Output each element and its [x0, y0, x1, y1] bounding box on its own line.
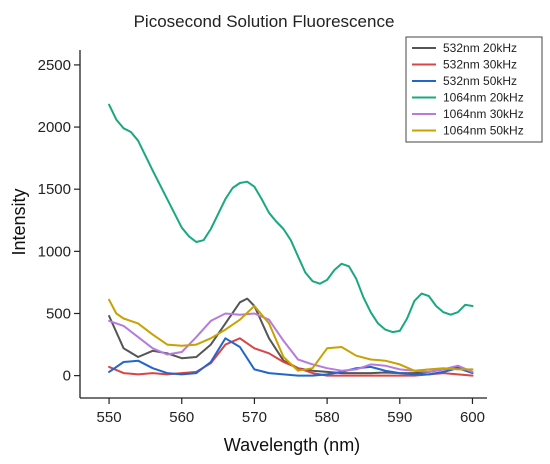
x-tick-label: 580: [315, 409, 340, 426]
y-axis-label: Intensity: [9, 188, 29, 255]
legend-label: 1064nm 30kHz: [443, 107, 524, 121]
x-tick-label: 590: [387, 409, 412, 426]
legend-label: 1064nm 50kHz: [443, 124, 524, 138]
series-line-3: [108, 337, 474, 377]
plot-area: [108, 103, 474, 377]
series-line-6: [108, 298, 474, 372]
chart-title: Picosecond Solution Fluorescence: [134, 12, 395, 31]
x-tick-label: 570: [242, 409, 267, 426]
x-axis-label: Wavelength (nm): [224, 435, 360, 455]
y-tick-label: 500: [46, 305, 71, 322]
y-tick-label: 2000: [38, 119, 71, 136]
legend-label: 532nm 30kHz: [443, 58, 517, 72]
y-tick-label: 1500: [38, 181, 71, 198]
y-tick-label: 2500: [38, 57, 71, 74]
series-line-4: [108, 103, 474, 334]
legend: 532nm 20kHz 532nm 30kHz 532nm 50kHz 1064nm …: [405, 36, 543, 143]
series-line-1: [108, 297, 474, 375]
legend-label: 1064nm 20kHz: [443, 91, 524, 105]
y-axis: 0 500 1000 1500 2000 2500: [38, 50, 81, 398]
y-tick-label: 0: [63, 368, 71, 385]
x-tick-label: 560: [169, 409, 194, 426]
x-tick-label: 600: [460, 409, 485, 426]
legend-label: 532nm 50kHz: [443, 74, 517, 88]
x-axis: 550 560 570 580 590 600: [80, 397, 487, 426]
y-tick-label: 1000: [38, 243, 71, 260]
legend-box: [405, 36, 543, 143]
x-tick-label: 550: [97, 409, 122, 426]
legend-label: 532nm 20kHz: [443, 41, 517, 55]
